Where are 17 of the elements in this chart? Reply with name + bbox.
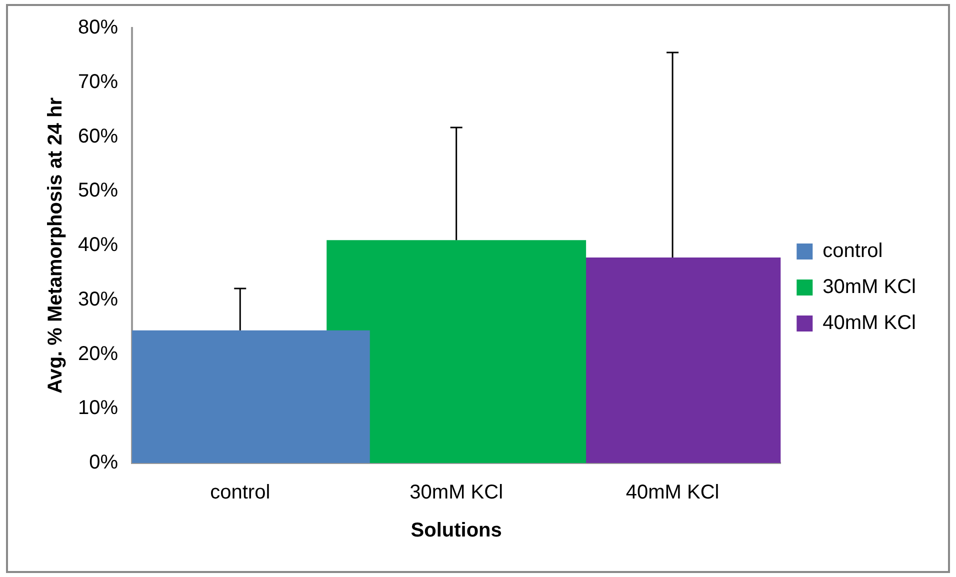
legend-label: control: [822, 240, 883, 262]
x-tick-label: 40mM KCl: [626, 482, 720, 504]
y-tick-label: 60%: [78, 125, 118, 148]
y-tick-label: 70%: [78, 70, 118, 93]
x-axis-title: Solutions: [410, 520, 502, 542]
y-axis-title: Avg. % Metamorphosis at 24 hr: [44, 97, 67, 394]
y-tick-label: 30%: [78, 288, 118, 310]
y-tick-label: 40%: [78, 234, 118, 256]
legend-label: 40mM KCl: [822, 312, 916, 334]
y-tick-label: 20%: [78, 342, 118, 365]
x-tick-label: 30mM KCl: [410, 482, 504, 504]
y-tick-label: 10%: [78, 397, 118, 420]
y-tick-label: 0%: [89, 452, 118, 474]
x-tick-label: control: [210, 482, 270, 504]
y-tick-label: 50%: [78, 180, 118, 202]
legend-label: 30mM KCl: [822, 276, 916, 298]
y-tick-label: 80%: [78, 16, 118, 39]
